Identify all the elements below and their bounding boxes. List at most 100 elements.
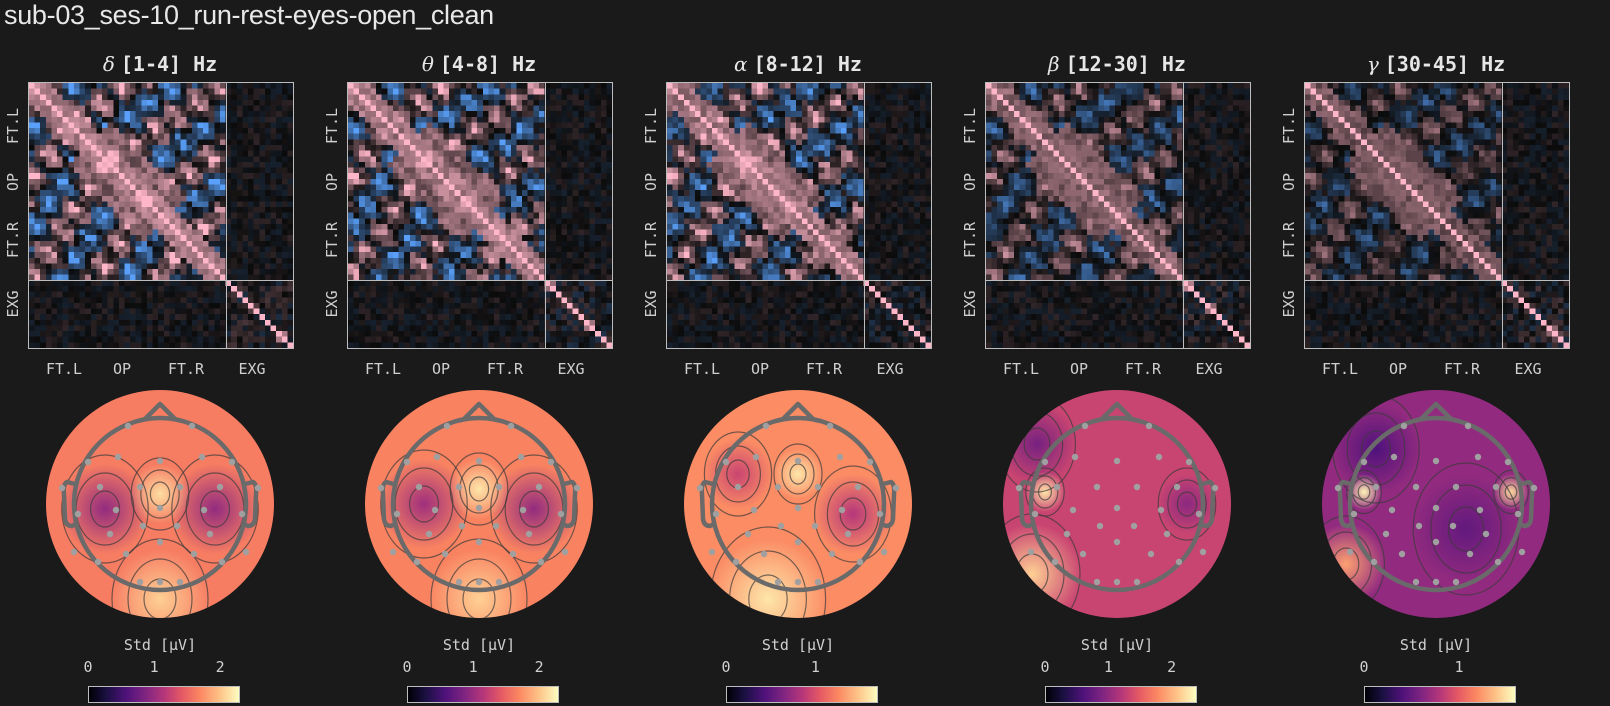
x-tick-label: FT.L: [1002, 360, 1040, 378]
x-tick-label: OP: [112, 360, 132, 378]
colorbar-title: Std [μV]: [123, 636, 197, 654]
sensor-dot: [1163, 530, 1171, 538]
sensor-dot: [1079, 550, 1087, 558]
block-divider-vertical: [544, 83, 546, 348]
topomap: [1322, 390, 1550, 618]
sensor-dot: [1412, 483, 1420, 491]
correlation-matrix: [666, 82, 932, 349]
sensor-dot: [1432, 504, 1440, 512]
sensor-dot: [84, 458, 92, 466]
block-divider-horizontal: [667, 280, 931, 282]
y-tick-label: FT.L: [1280, 107, 1298, 145]
sensor-dot: [200, 506, 208, 514]
band-panel-gamma: γ [30-45] Hz FT.L OP FT.R EXG FT.L OP FT.R EXG Std…: [1276, 48, 1596, 706]
sensor-dot: [1027, 548, 1035, 556]
sensor-dot: [1053, 483, 1061, 491]
block-divider-vertical: [863, 83, 865, 348]
sensor-dot: [1130, 522, 1138, 530]
x-tick-label: FT.R: [486, 360, 524, 378]
sensor-dot: [752, 453, 760, 461]
sensor-dot: [762, 422, 770, 430]
y-tick-label: FT.L: [961, 107, 979, 145]
colorbar-tick: 0: [721, 658, 731, 676]
sensor-dot: [1476, 506, 1484, 514]
band-panel-alpha: α [8-12] Hz FT.L OP FT.R EXG FT.L OP FT.R EXG Std …: [638, 48, 958, 706]
sensor-dot: [892, 484, 900, 492]
band-range: [8-12] Hz: [753, 52, 862, 76]
colorbar-tick: 0: [1040, 658, 1050, 676]
sensor-dot: [794, 538, 802, 546]
colorbar: [88, 686, 240, 703]
greek-symbol: γ: [1366, 52, 1379, 76]
sensor-dot: [1350, 510, 1358, 518]
sensor-dot: [492, 522, 500, 530]
ear-icon: [1337, 479, 1354, 529]
sensor-dot: [403, 458, 411, 466]
x-tick-label: EXG: [1195, 360, 1223, 378]
sensor-dot: [74, 510, 82, 518]
sensor-dot: [1155, 453, 1163, 461]
band-range: [1-4] Hz: [120, 52, 218, 76]
sensor-dot: [1464, 422, 1472, 430]
x-tick-label: FT.R: [1443, 360, 1481, 378]
ear-icon: [561, 479, 578, 529]
sensor-dot: [441, 550, 449, 558]
head-outline: [71, 415, 249, 593]
colorbar-title: Std [μV]: [1080, 636, 1154, 654]
sensor-dot: [1113, 578, 1121, 586]
sensor-dot: [1133, 578, 1141, 586]
sensor-dot: [517, 453, 525, 461]
colorbar: [407, 686, 559, 703]
band-title: γ [30-45] Hz: [1276, 52, 1596, 76]
sensor-dot: [156, 504, 164, 512]
sensor-dot: [712, 510, 720, 518]
sensor-dot: [814, 483, 822, 491]
sensor-dot: [136, 578, 144, 586]
x-tick-label: EXG: [557, 360, 585, 378]
sensor-dot: [876, 510, 884, 518]
sensor-dot: [826, 422, 834, 430]
sensor-dot: [173, 522, 181, 530]
x-tick-label: FT.L: [683, 360, 721, 378]
sensor-dot: [475, 538, 483, 546]
sensor-dot: [828, 550, 836, 558]
sensor-dot: [1360, 458, 1368, 466]
y-tick-label: FT.R: [642, 221, 660, 259]
colorbar: [1364, 686, 1516, 703]
sensor-dot: [880, 548, 888, 556]
sensor-dot: [836, 453, 844, 461]
sensor-dot: [94, 558, 102, 566]
colorbar-tick: 1: [1454, 658, 1464, 676]
band-title: δ [1-4] Hz: [0, 52, 320, 76]
sensor-dot: [814, 578, 822, 586]
sensor-dot: [1211, 484, 1219, 492]
block-divider-horizontal: [348, 280, 612, 282]
sensor-dot: [190, 550, 198, 558]
correlation-matrix: [347, 82, 613, 349]
sensor-dot: [1388, 506, 1396, 514]
sensor-dot: [1071, 453, 1079, 461]
sensor-dot: [198, 453, 206, 461]
sensor-dot: [393, 510, 401, 518]
sensor-dot: [557, 510, 565, 518]
colorbar: [726, 686, 878, 703]
x-tick-label: OP: [431, 360, 451, 378]
sensor-dot: [1113, 538, 1121, 546]
sensor-dot: [124, 422, 132, 430]
nose-icon: [142, 401, 178, 422]
nose-icon: [1418, 401, 1454, 422]
sensor-dot: [218, 558, 226, 566]
sensor-dot: [1530, 484, 1538, 492]
sensor-dot: [413, 558, 421, 566]
sensor-dot: [70, 548, 78, 556]
head-outline: [390, 415, 568, 593]
colorbar-tick: 2: [1167, 658, 1177, 676]
sensor-dot: [744, 530, 752, 538]
sensor-dot: [535, 483, 543, 491]
sensor-dot: [112, 506, 120, 514]
sensor-dot: [188, 422, 196, 430]
sensor-dot: [475, 457, 483, 465]
colorbar-tick: 1: [810, 658, 820, 676]
sensor-dot: [1466, 550, 1474, 558]
sensor-dot: [1518, 548, 1526, 556]
